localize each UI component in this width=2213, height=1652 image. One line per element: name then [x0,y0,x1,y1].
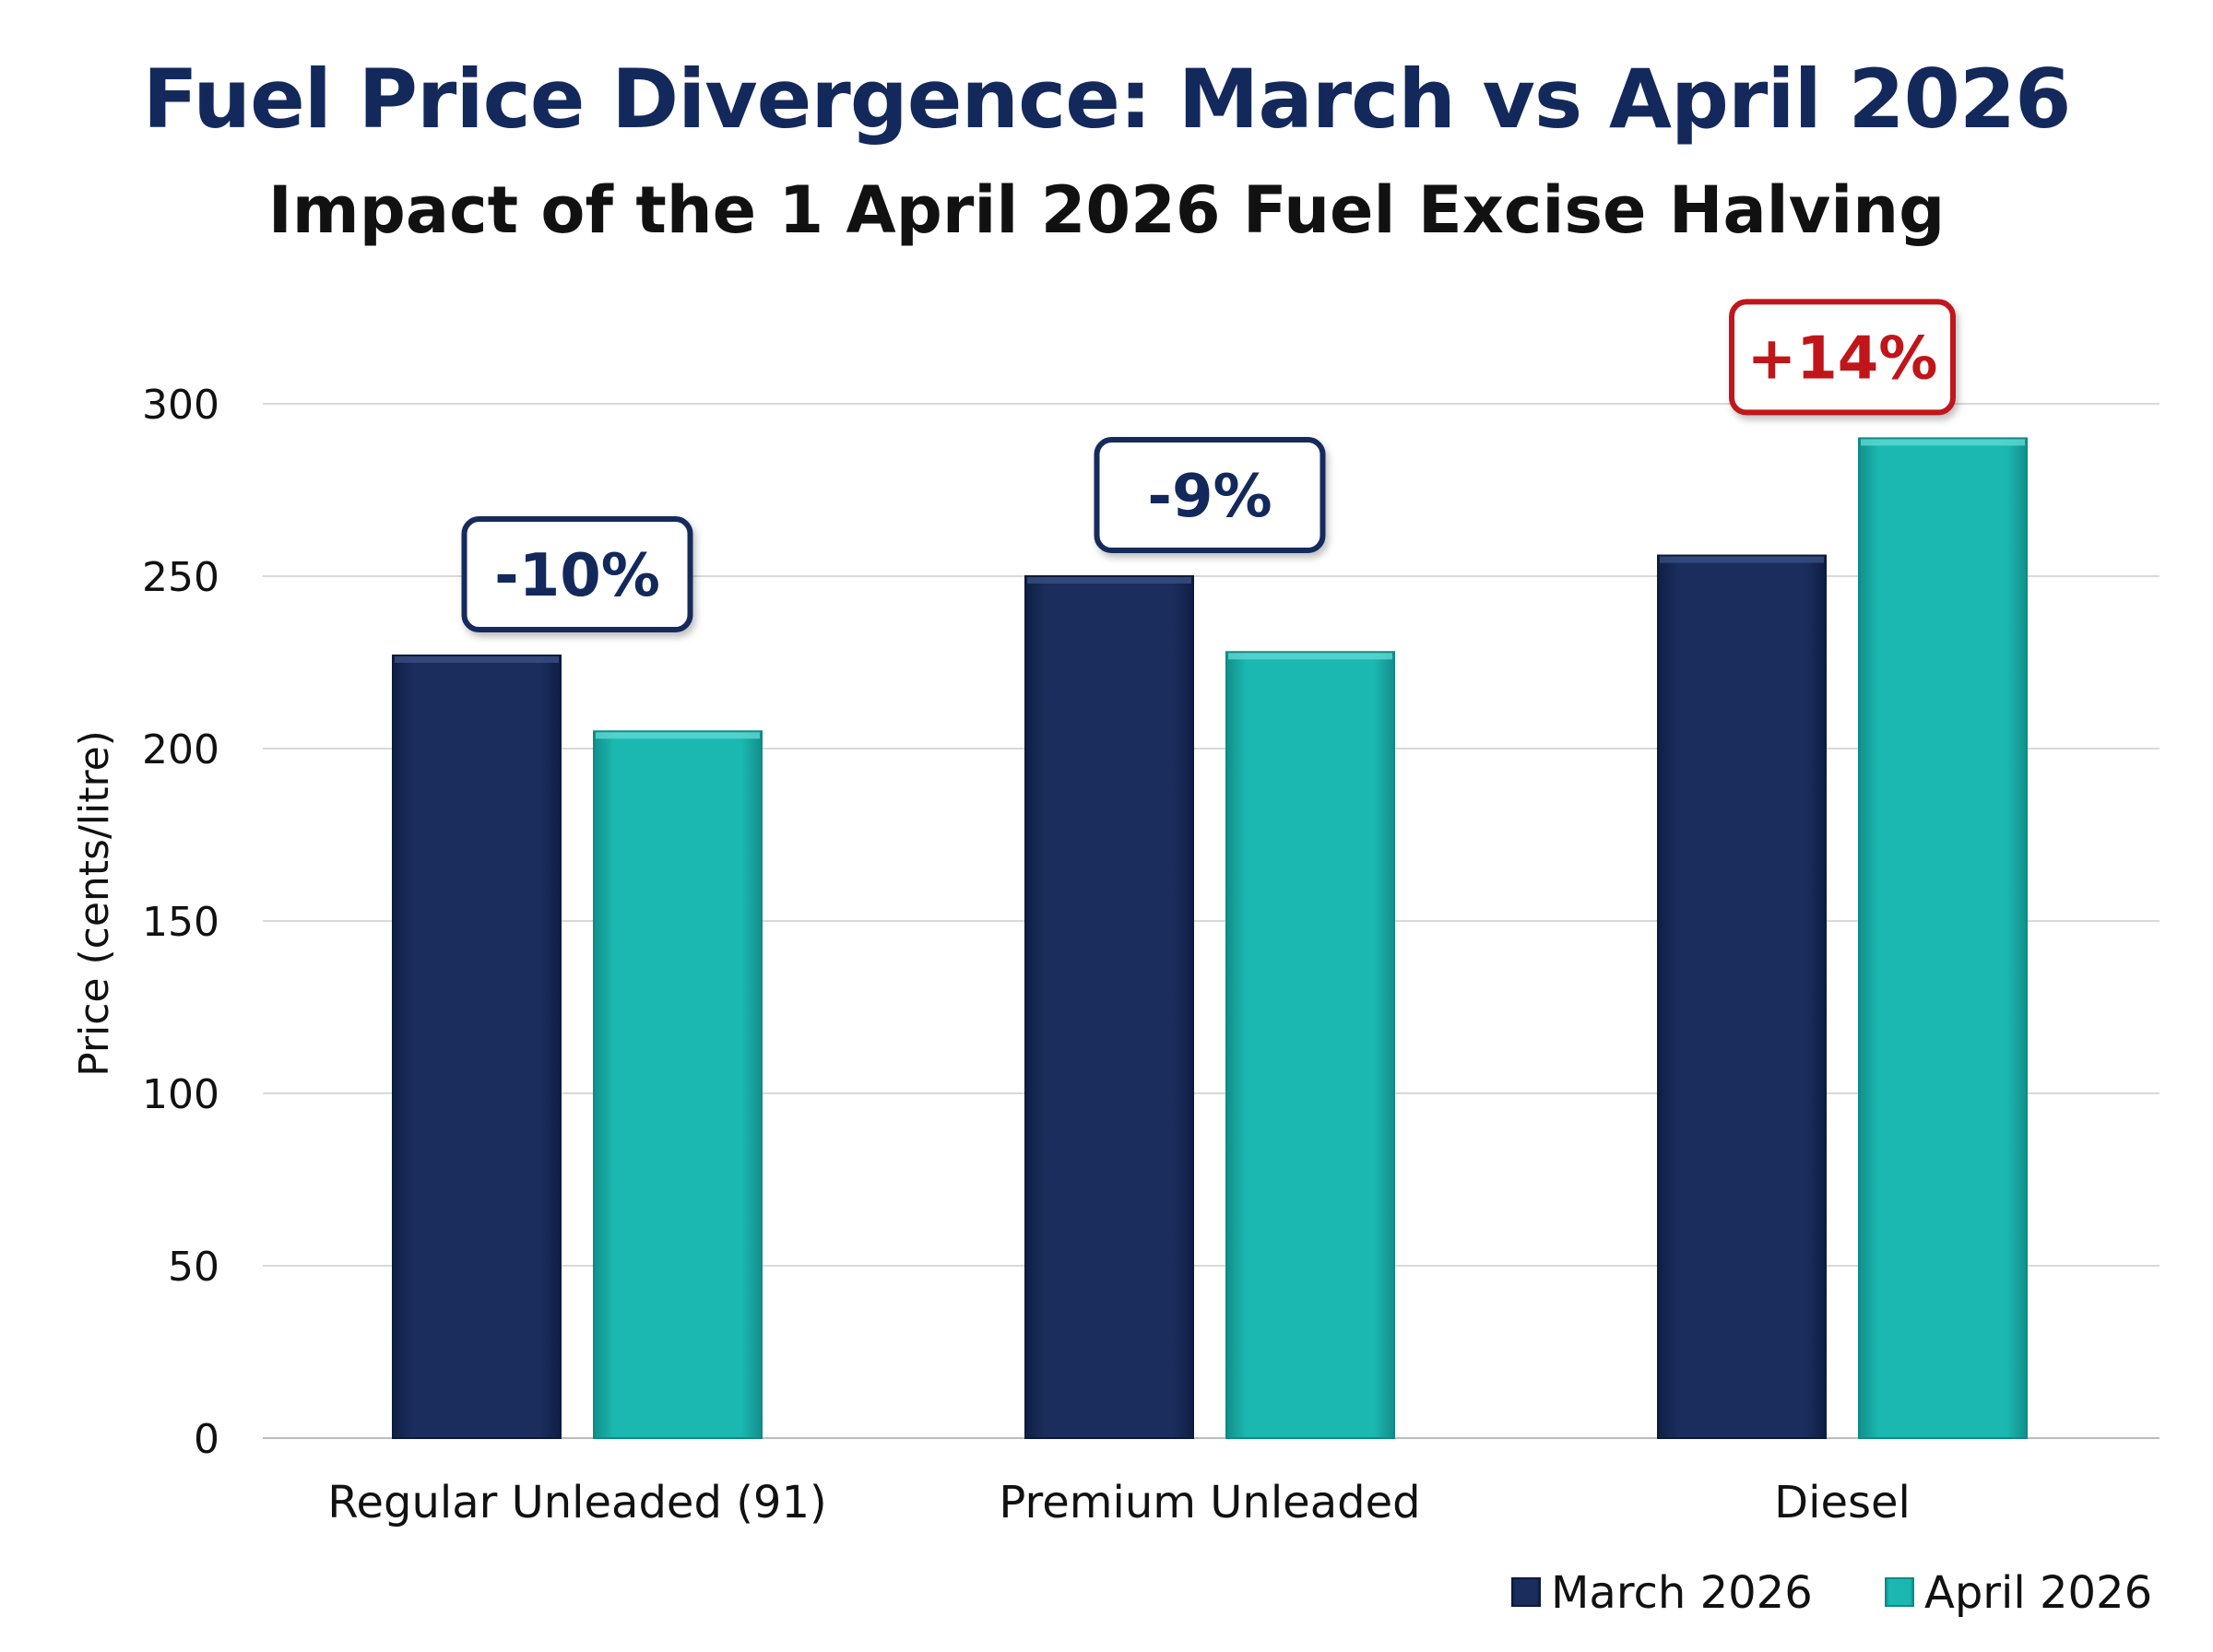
bars [392,437,2028,1439]
annotations: -10% -9% +14% [461,299,1956,633]
y-tick-label: 0 [194,1416,219,1463]
category-label: Regular Unleaded (91) [327,1477,826,1528]
legend-swatch [1511,1577,1541,1607]
callout-text: -9% [1147,463,1272,531]
bar-april-2 [1858,437,2028,1439]
legend: March 2026 April 2026 [1511,1567,2152,1619]
bar-top-highlight [1027,577,1191,584]
legend-item-april: April 2026 [1885,1567,2152,1619]
bar-april-0 [593,730,763,1439]
legend-label: March 2026 [1551,1567,1813,1619]
y-axis-label: Price (cents/litre) [71,730,118,1077]
y-axis: 0 50 100 150 200 250 300 [142,382,219,1463]
chart-title: Fuel Price Divergence: March vs April 20… [142,52,2072,147]
bar-top-highlight [1660,556,1824,563]
callout-box [1094,437,1326,553]
y-tick-label: 150 [142,899,219,946]
category-label: Diesel [1774,1477,1911,1528]
callout-text: -10% [494,542,660,610]
change-callout: -9% [1094,437,1326,553]
legend-label: April 2026 [1924,1567,2152,1619]
bar-march-0 [392,655,562,1439]
y-tick-label: 300 [142,382,219,429]
y-tick-label: 50 [168,1244,219,1291]
change-callout: +14% [1729,299,1956,416]
callout-box [461,516,693,633]
change-callout: -10% [461,516,693,633]
callout-text: +14% [1747,324,1938,393]
bar-top-highlight [1228,653,1392,660]
bar-top-highlight [1861,439,2025,446]
bar-march-1 [1024,575,1194,1439]
bar-march-2 [1657,554,1827,1439]
bar-top-highlight [395,656,559,664]
category-label: Premium Unleaded [999,1477,1420,1528]
bar-april-1 [1225,651,1395,1439]
bar-top-highlight [596,732,760,739]
y-tick-label: 250 [142,554,219,601]
legend-swatch [1885,1577,1914,1607]
x-axis: Regular Unleaded (91) Premium Unleaded Die… [327,1477,1911,1528]
callout-box [1729,299,1956,416]
y-tick-label: 100 [142,1071,219,1118]
legend-item-march: March 2026 [1511,1567,1813,1619]
chart-subtitle: Impact of the 1 April 2026 Fuel Excise H… [267,172,1946,248]
y-tick-label: 200 [142,726,219,773]
